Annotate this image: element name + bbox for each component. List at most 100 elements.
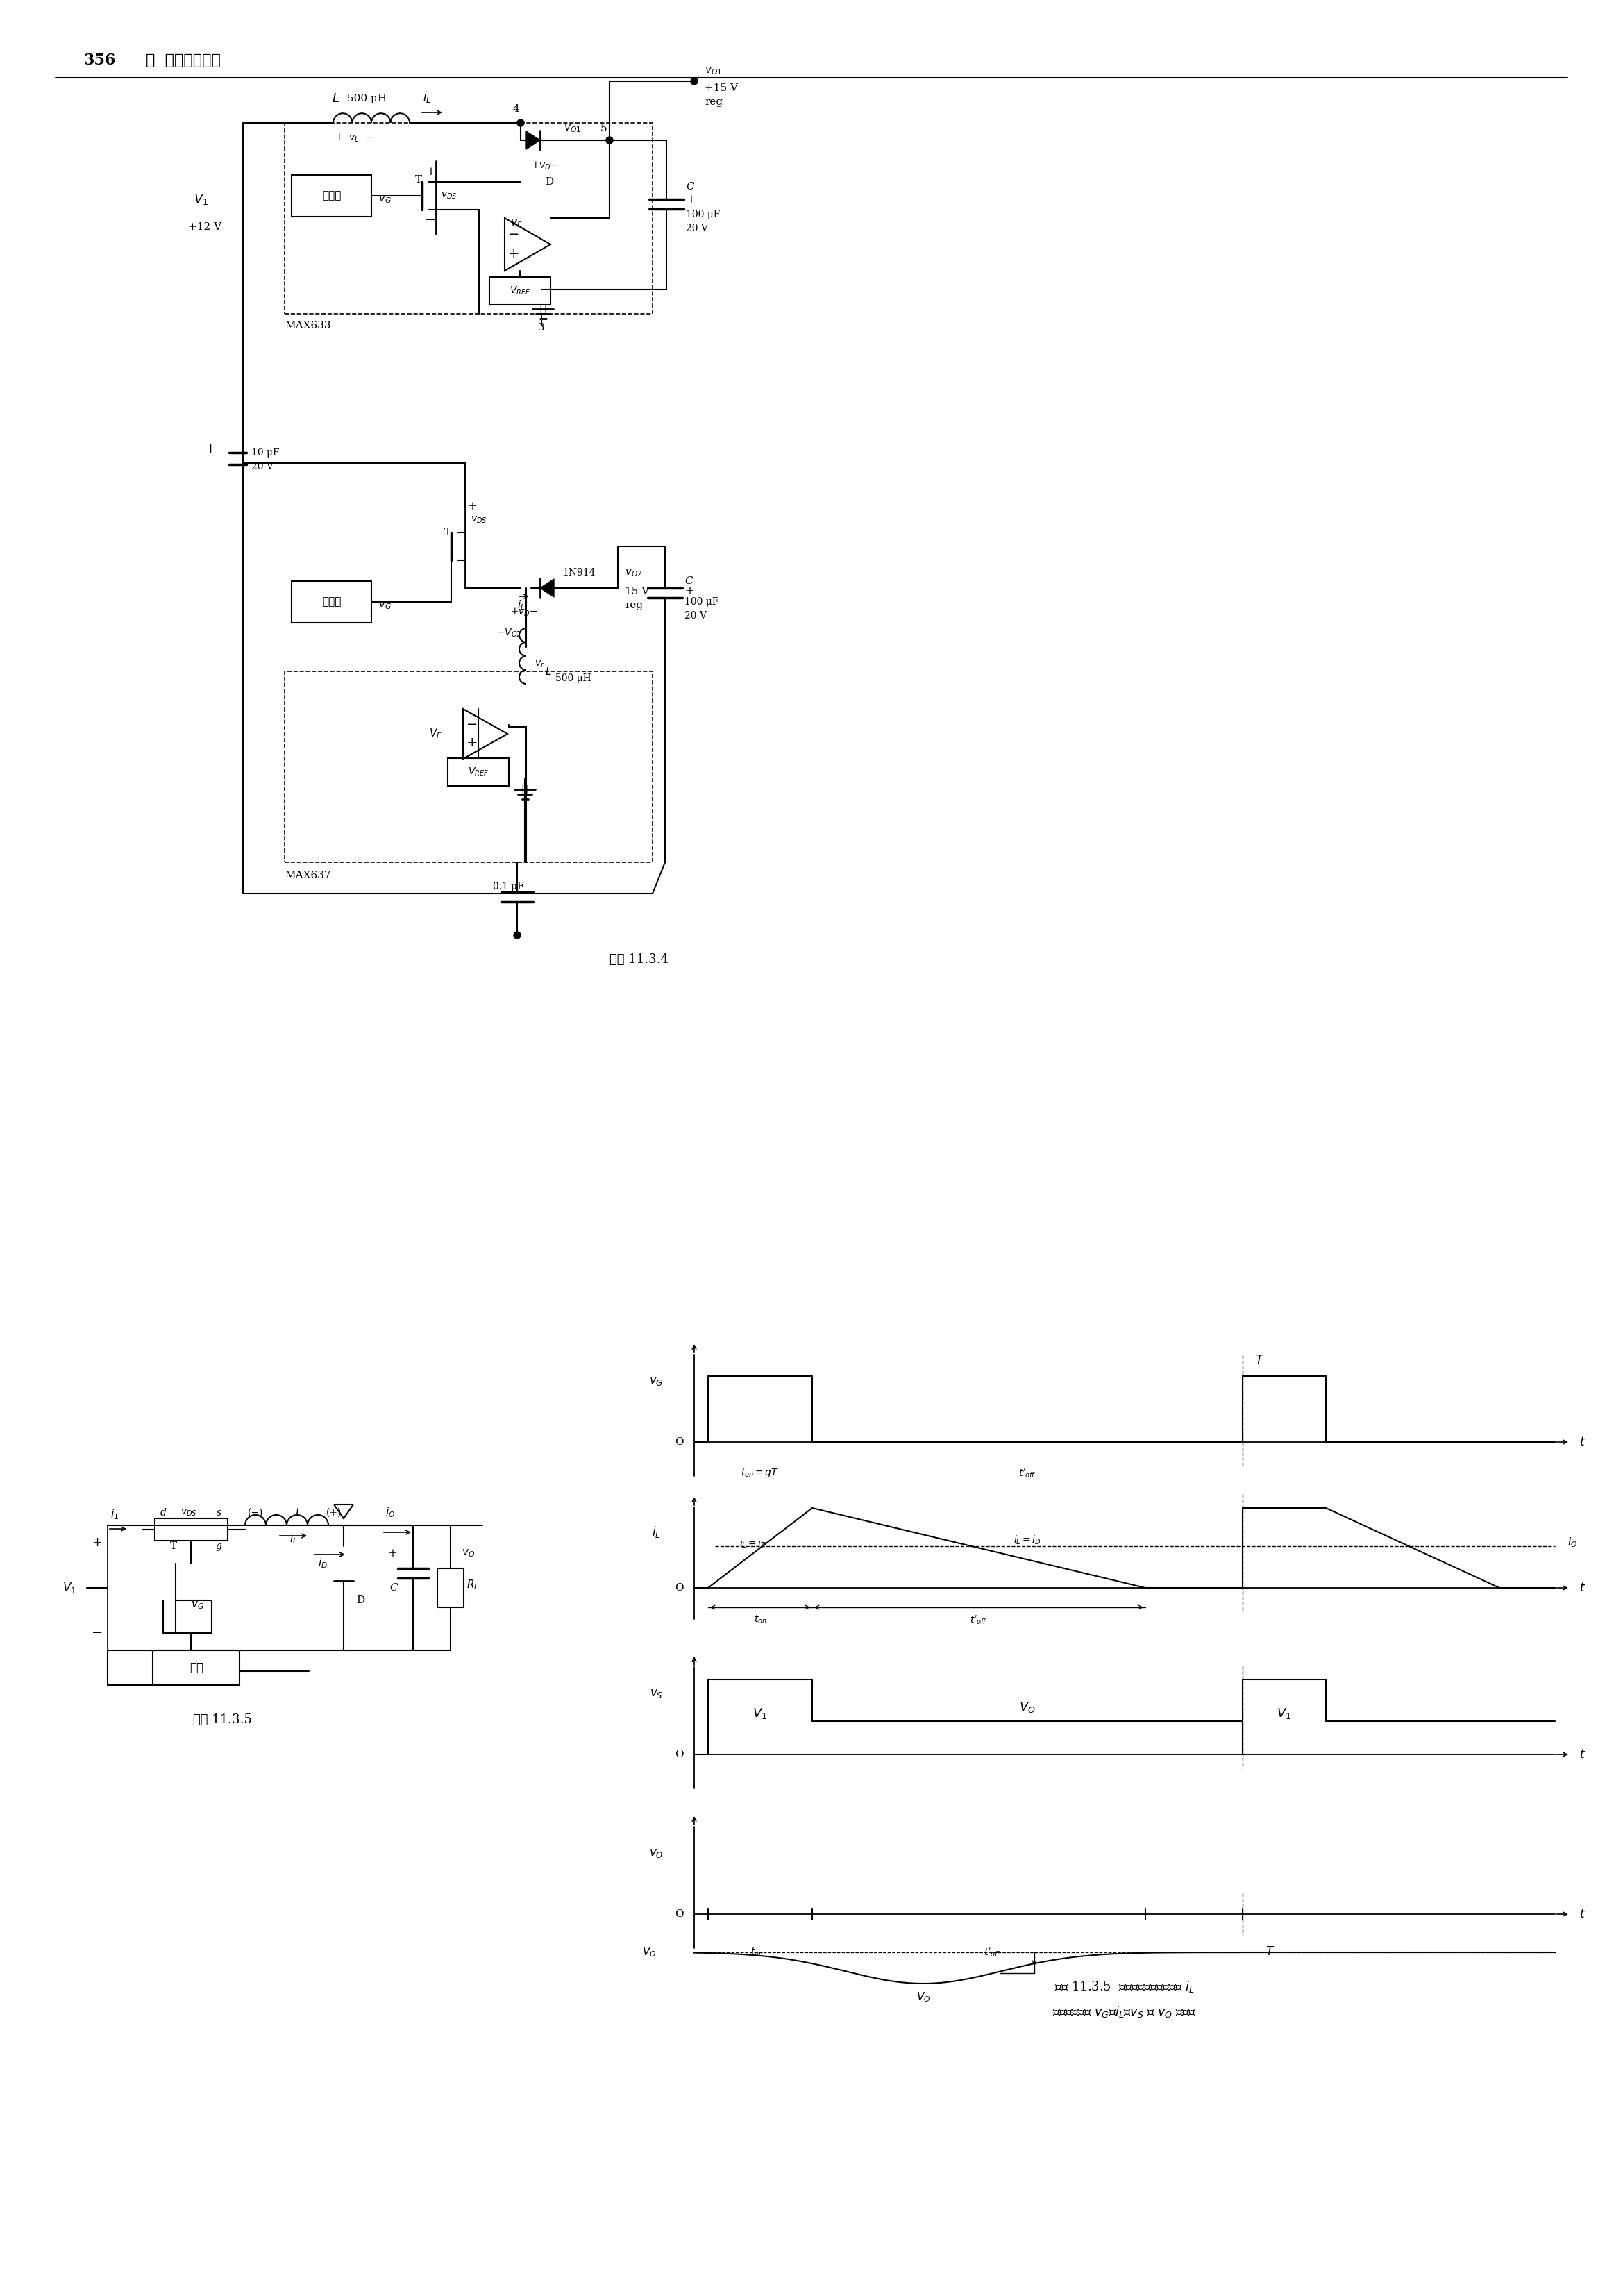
Text: −: − <box>508 227 519 241</box>
Text: O: O <box>675 1437 683 1446</box>
Text: d: d <box>161 1508 166 1518</box>
Text: −: − <box>425 214 437 227</box>
Text: $v_r$: $v_r$ <box>534 659 545 670</box>
Text: $v_G$: $v_G$ <box>378 193 391 204</box>
Text: +: + <box>204 443 216 455</box>
Text: 20 V: 20 V <box>687 223 708 234</box>
Text: +: + <box>466 737 477 748</box>
Circle shape <box>514 932 521 939</box>
Bar <box>448 758 510 785</box>
Text: T: T <box>170 1541 177 1552</box>
Bar <box>292 581 372 622</box>
Text: 控制: 控制 <box>190 1662 203 1674</box>
Text: 1N914: 1N914 <box>562 567 596 579</box>
Text: $V_1$: $V_1$ <box>1277 1706 1292 1720</box>
Text: D: D <box>355 1596 365 1605</box>
Text: $V_1$: $V_1$ <box>753 1706 768 1720</box>
Text: $L$: $L$ <box>545 666 552 677</box>
Text: −: − <box>91 1626 102 1639</box>
Text: $v_O$: $v_O$ <box>461 1548 476 1559</box>
Text: +$v_D$−: +$v_D$− <box>510 606 537 618</box>
Text: T: T <box>445 528 451 537</box>
Text: −: − <box>466 719 477 730</box>
Text: $v_G$: $v_G$ <box>378 599 391 611</box>
Text: 图解 11.3.5  在开关周期内电感电流 $i_L$: 图解 11.3.5 在开关周期内电感电流 $i_L$ <box>1055 1979 1195 1995</box>
Text: $-V_{O2}$: $-V_{O2}$ <box>497 627 521 638</box>
Text: MAX637: MAX637 <box>284 870 331 879</box>
Text: +$v_D$−: +$v_D$− <box>531 161 558 172</box>
Bar <box>284 124 652 315</box>
Text: O: O <box>675 1750 683 1759</box>
Text: $v_G$: $v_G$ <box>192 1600 204 1609</box>
Text: $i_L=i_D$: $i_L=i_D$ <box>1014 1534 1040 1545</box>
Text: 3: 3 <box>539 324 545 333</box>
Text: $V_O$: $V_O$ <box>917 1991 930 2004</box>
Text: $i_1$: $i_1$ <box>110 1508 118 1522</box>
Text: $t_{on}$: $t_{on}$ <box>753 1614 766 1626</box>
Text: $i_L=i_T$: $i_L=i_T$ <box>740 1538 766 1550</box>
Text: +12 V: +12 V <box>188 223 221 232</box>
Text: +  $v_L$  −: + $v_L$ − <box>334 133 373 145</box>
Text: $V_1$: $V_1$ <box>63 1582 76 1596</box>
Text: $t_{on}=qT$: $t_{on}=qT$ <box>742 1467 779 1479</box>
Text: +: + <box>425 165 435 177</box>
Text: (−): (−) <box>248 1508 263 1518</box>
Text: 20 V: 20 V <box>252 461 273 471</box>
Text: $v_{O2}$: $v_{O2}$ <box>625 567 643 579</box>
Circle shape <box>518 119 524 126</box>
Text: +: + <box>467 501 477 512</box>
Text: C: C <box>390 1582 398 1593</box>
Text: 4: 4 <box>513 103 519 115</box>
Text: 10 μF: 10 μF <box>252 448 279 457</box>
Text: s: s <box>216 1508 221 1518</box>
Text: $t$: $t$ <box>1579 1435 1586 1449</box>
Text: 有断流条件下 $v_G$、$i_L$、$v_S$ 和 $v_O$ 的波形: 有断流条件下 $v_G$、$i_L$、$v_S$ 和 $v_O$ 的波形 <box>1053 2004 1196 2018</box>
Text: 三  各章习题全解: 三 各章习题全解 <box>146 53 221 69</box>
Text: g: g <box>216 1541 222 1552</box>
Text: $i_L$: $i_L$ <box>422 90 432 106</box>
Text: $i_L$: $i_L$ <box>289 1534 297 1545</box>
Text: $t_{on}$: $t_{on}$ <box>750 1947 763 1958</box>
Text: +: + <box>388 1548 398 1559</box>
Text: 地: 地 <box>521 785 527 794</box>
Text: $v_{DS}$: $v_{DS}$ <box>180 1508 196 1518</box>
Text: 20 V: 20 V <box>685 611 706 620</box>
Text: $V_{REF}$: $V_{REF}$ <box>510 285 531 296</box>
Text: O: O <box>675 1910 683 1919</box>
Text: $R_L$: $R_L$ <box>466 1580 479 1591</box>
Text: $V_O$: $V_O$ <box>1019 1701 1035 1715</box>
Text: $L$: $L$ <box>331 92 339 106</box>
Text: $T$: $T$ <box>1255 1355 1264 1366</box>
Bar <box>490 278 550 305</box>
Text: $i_L$: $i_L$ <box>518 599 526 613</box>
Text: +: + <box>93 1536 102 1550</box>
Text: 0.1 μF: 0.1 μF <box>493 882 524 891</box>
Text: reg: reg <box>625 602 643 611</box>
Text: $v_G$: $v_G$ <box>649 1375 664 1387</box>
Text: 100 μF: 100 μF <box>685 597 719 606</box>
Text: $V_1$: $V_1$ <box>195 193 209 207</box>
Text: $L$: $L$ <box>295 1506 302 1518</box>
Text: $v_F$: $v_F$ <box>510 218 523 230</box>
Text: $v_S$: $v_S$ <box>649 1688 662 1699</box>
Circle shape <box>691 78 698 85</box>
Bar <box>292 174 372 216</box>
Text: 振荡器: 振荡器 <box>323 597 341 606</box>
Text: $v_O$: $v_O$ <box>649 1848 664 1860</box>
Text: $t'_{off}$: $t'_{off}$ <box>971 1614 988 1626</box>
Text: 地: 地 <box>540 303 545 315</box>
Bar <box>153 1651 240 1685</box>
Text: $v_{DS}$: $v_{DS}$ <box>441 191 458 200</box>
Text: (+): (+) <box>326 1508 342 1518</box>
Text: $i_D$: $i_D$ <box>318 1557 328 1570</box>
Text: +: + <box>685 585 695 597</box>
Text: $t'_{off}$: $t'_{off}$ <box>984 1947 1001 1958</box>
Bar <box>284 670 652 863</box>
Text: $I_O$: $I_O$ <box>1568 1536 1578 1550</box>
Text: 500 μH: 500 μH <box>555 673 591 684</box>
Text: $i_O$: $i_O$ <box>385 1506 394 1520</box>
Text: D: D <box>545 177 553 186</box>
Circle shape <box>605 138 613 145</box>
Bar <box>154 1518 227 1541</box>
Text: +: + <box>687 193 696 204</box>
